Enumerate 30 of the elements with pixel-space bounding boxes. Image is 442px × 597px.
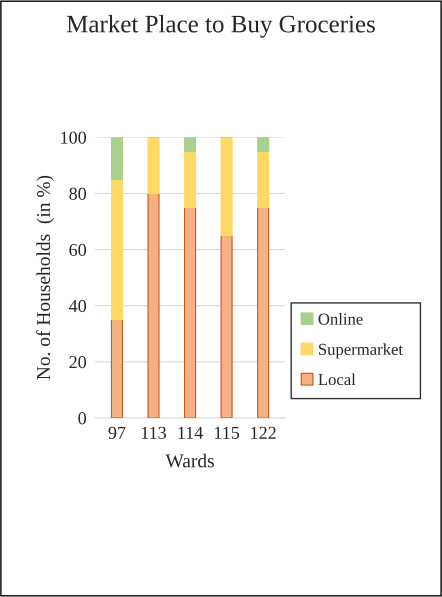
bar	[220, 234, 233, 418]
x-tick-label: 122	[251, 426, 276, 439]
x-tick-label: 113	[142, 426, 166, 439]
y-tick-label: 80	[69, 188, 86, 200]
x-tick-label: 97	[108, 426, 126, 439]
y-axis-title: No. of Households (in %)	[36, 176, 54, 380]
bar	[184, 150, 196, 208]
y-tick-label: 60	[69, 244, 86, 256]
bar	[220, 137, 233, 236]
legend-label: Local	[318, 373, 356, 386]
y-tick-label: 20	[69, 356, 86, 368]
bar	[110, 178, 123, 320]
x-tick-label: 114	[178, 426, 203, 439]
bar	[257, 137, 270, 152]
legend-label: Online	[318, 313, 363, 325]
bar	[184, 206, 196, 418]
bar	[184, 137, 196, 152]
y-tick-label: 100	[61, 132, 86, 144]
legend-label: Supermarket	[318, 343, 403, 358]
bar	[147, 137, 160, 194]
bar	[257, 206, 270, 418]
bar	[257, 150, 270, 208]
y-tick-label: 40	[68, 300, 86, 312]
bar	[147, 192, 160, 418]
x-axis-title: Wards	[165, 454, 214, 468]
x-tick-label: 115	[214, 426, 240, 439]
chart-title: Market Place to Buy Groceries	[66, 14, 375, 38]
bar	[110, 137, 123, 180]
y-tick-label: 0	[78, 412, 86, 424]
bar	[110, 319, 123, 418]
